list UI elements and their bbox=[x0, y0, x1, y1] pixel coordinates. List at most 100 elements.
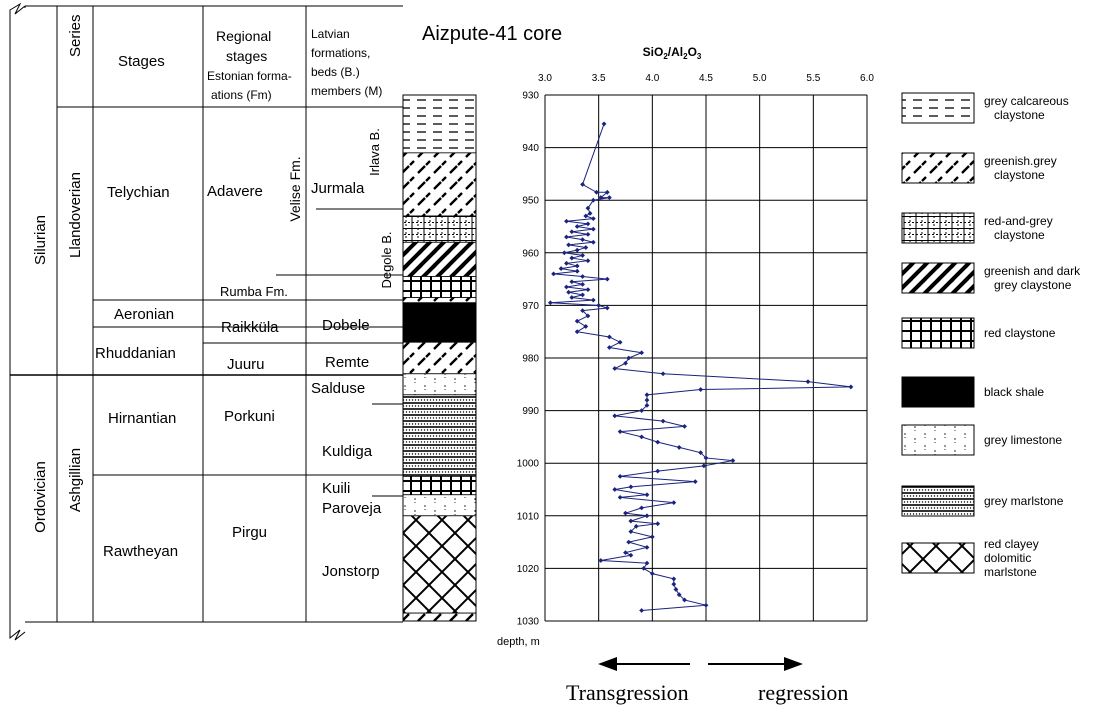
legend-swatch bbox=[901, 485, 975, 517]
data-point bbox=[660, 418, 666, 424]
lithology-segment bbox=[402, 515, 477, 614]
data-point bbox=[639, 350, 644, 356]
x-tick-label: 4.5 bbox=[699, 73, 713, 84]
lithology-segment bbox=[402, 302, 477, 343]
y-tick-label: 950 bbox=[522, 196, 539, 207]
data-point bbox=[676, 592, 682, 598]
data-point bbox=[628, 529, 634, 534]
y-tick-label: 1000 bbox=[517, 459, 540, 470]
data-point bbox=[644, 402, 650, 408]
data-point bbox=[580, 253, 585, 258]
data-point bbox=[580, 292, 585, 298]
data-point bbox=[590, 197, 596, 203]
lithology-segment bbox=[402, 373, 477, 396]
regional-pirgu: Pirgu bbox=[232, 524, 267, 541]
system-ordovician: Ordovician bbox=[32, 461, 49, 533]
data-point bbox=[564, 218, 569, 224]
data-point bbox=[583, 324, 589, 329]
data-point bbox=[551, 271, 556, 277]
data-point bbox=[598, 195, 604, 200]
data-point bbox=[604, 276, 610, 282]
y-axis-label: depth, m bbox=[497, 636, 540, 648]
data-point bbox=[585, 231, 591, 237]
data-point bbox=[682, 423, 687, 429]
data-point bbox=[639, 434, 644, 440]
data-point bbox=[590, 216, 596, 222]
data-point bbox=[580, 308, 585, 314]
legend-swatch bbox=[901, 317, 975, 349]
lithology-column bbox=[402, 94, 477, 622]
header-latvian-3: beds (B.) bbox=[311, 65, 360, 79]
trend-arrows: Transgression regression bbox=[566, 657, 848, 705]
data-point bbox=[628, 518, 634, 524]
data-point bbox=[607, 195, 612, 200]
latvian-jonstorp: Jonstorp bbox=[322, 563, 380, 580]
data-point bbox=[701, 463, 707, 469]
legend-label: grey limestone bbox=[984, 433, 1062, 447]
lithology-segment bbox=[402, 276, 477, 298]
latvian-degole: Degole B. bbox=[379, 231, 394, 288]
regression-label: regression bbox=[758, 680, 848, 705]
y-tick-label: 980 bbox=[522, 354, 539, 365]
latvian-paroveja: Paroveja bbox=[322, 500, 382, 517]
data-point bbox=[617, 429, 623, 435]
transgression-label: Transgression bbox=[566, 680, 689, 705]
data-point bbox=[703, 602, 709, 608]
data-point bbox=[585, 313, 591, 319]
stage-rawtheyan: Rawtheyan bbox=[103, 543, 178, 560]
data-point bbox=[617, 339, 623, 345]
latvian-irlava: Irlava B. bbox=[367, 128, 382, 176]
data-point bbox=[623, 550, 628, 556]
stratigraphy-units: Silurian Ordovician Llandoverian Ashgill… bbox=[32, 128, 394, 580]
data-point bbox=[569, 255, 575, 261]
data-point bbox=[805, 379, 811, 385]
data-point bbox=[692, 479, 698, 485]
data-point bbox=[671, 500, 677, 506]
data-point bbox=[564, 260, 569, 266]
data-point bbox=[633, 523, 639, 529]
legend-swatch bbox=[901, 376, 975, 408]
latvian-kuili: Kuili bbox=[322, 480, 350, 497]
data-point bbox=[596, 303, 602, 308]
data-point bbox=[583, 245, 589, 250]
data-point bbox=[644, 397, 650, 403]
y-tick-label: 960 bbox=[522, 248, 539, 259]
data-point bbox=[612, 487, 618, 492]
y-tick-label: 1030 bbox=[517, 617, 540, 628]
lithology-segment bbox=[402, 341, 477, 375]
data-point bbox=[590, 297, 596, 303]
legend-label: grey claystone bbox=[994, 278, 1072, 292]
legend-swatch bbox=[901, 152, 975, 184]
regression-arrow-head bbox=[784, 657, 803, 671]
legend-label: red claystone bbox=[984, 326, 1056, 340]
data-point bbox=[604, 305, 610, 311]
legend-label: black shale bbox=[984, 385, 1044, 399]
data-point bbox=[628, 552, 634, 558]
data-point bbox=[623, 360, 628, 366]
latvian-dobele: Dobele bbox=[322, 317, 370, 334]
regional-rumba: Rumba Fm. bbox=[220, 284, 288, 299]
header-latvian-4: members (M) bbox=[311, 84, 382, 98]
data-point bbox=[617, 473, 623, 479]
data-point bbox=[623, 510, 628, 516]
data-point bbox=[612, 366, 618, 371]
data-point bbox=[671, 576, 677, 582]
legend-label: claystone bbox=[994, 108, 1045, 122]
data-point bbox=[564, 234, 569, 240]
data-point bbox=[660, 371, 666, 377]
data-point bbox=[574, 263, 580, 269]
data-point bbox=[644, 392, 650, 398]
legend-label: red-and-grey bbox=[984, 214, 1053, 228]
data-point bbox=[644, 544, 650, 550]
data-point bbox=[585, 258, 591, 264]
header-regional-3: Estonian forma- bbox=[207, 69, 292, 83]
legend-label: dolomitic bbox=[984, 551, 1031, 565]
y-tick-label: 1010 bbox=[517, 511, 540, 522]
regional-raikkula: Raikküla bbox=[221, 319, 279, 336]
data-point bbox=[682, 597, 687, 603]
lithology-segment bbox=[402, 475, 477, 496]
legend-label: grey marlstone bbox=[984, 494, 1064, 508]
data-point bbox=[585, 205, 591, 211]
data-point bbox=[644, 513, 650, 519]
data-point bbox=[639, 608, 644, 613]
